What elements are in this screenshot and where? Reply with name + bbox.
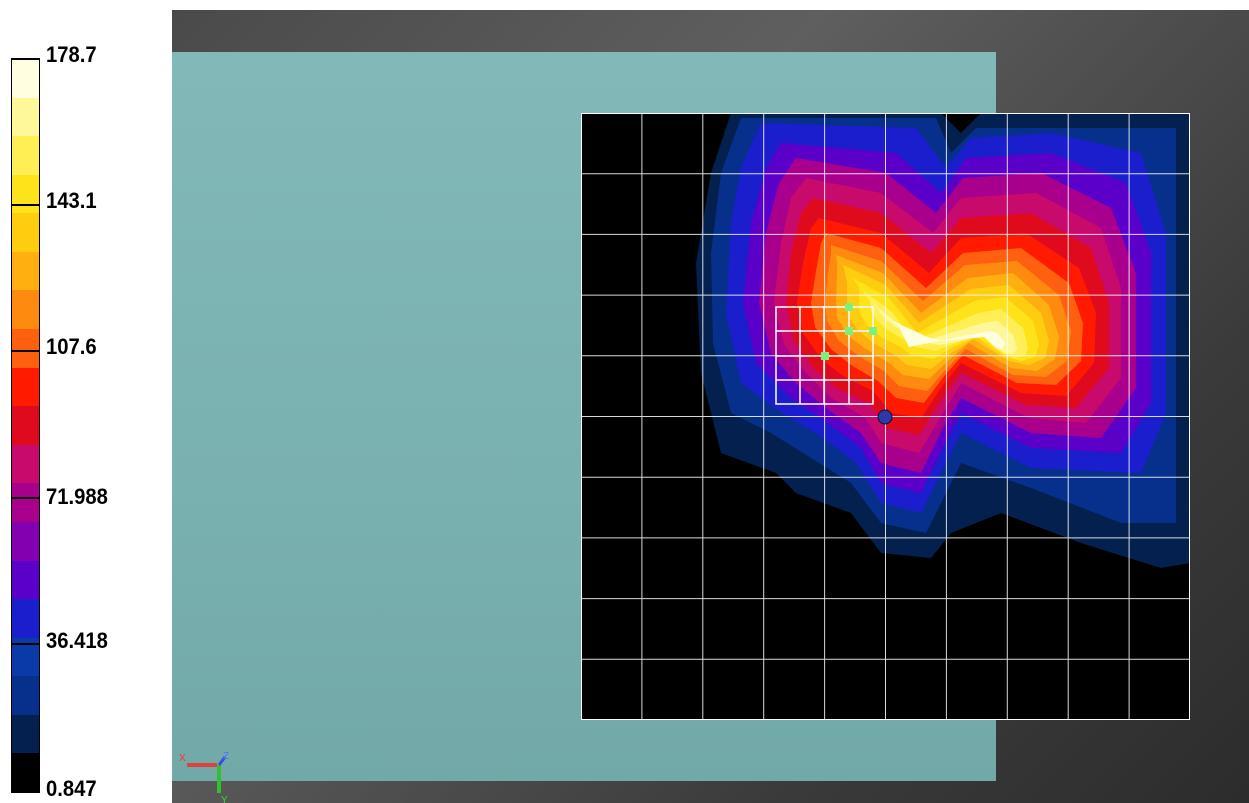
legend-label-max: 178.7 — [46, 42, 97, 67]
green-marker-4[interactable] — [821, 352, 829, 360]
legend-label-2: 143.1 — [46, 188, 97, 213]
legend-band — [12, 406, 39, 446]
legend-band — [12, 136, 39, 176]
heatmap-view[interactable] — [581, 113, 1190, 720]
legend-label-3: 107.6 — [46, 334, 97, 359]
color-legend: 178.7 143.1 107.6 71.988 36.418 0.847 — [0, 0, 172, 803]
legend-band — [12, 714, 39, 754]
legend-band — [12, 367, 39, 407]
selection-box[interactable] — [775, 306, 874, 405]
legend-band — [12, 59, 39, 99]
legend-band — [12, 560, 39, 600]
grid-lines — [581, 113, 1190, 720]
heatmap-border — [581, 113, 1190, 720]
blue-sphere-marker[interactable] — [877, 409, 893, 425]
legend-tick-max — [11, 58, 40, 60]
x-axis-label: X — [179, 753, 186, 764]
legend-band — [12, 329, 39, 369]
legend-band — [12, 97, 39, 137]
legend-tick-4 — [11, 497, 40, 499]
legend-band — [12, 290, 39, 330]
legend-band — [12, 444, 39, 484]
legend-band — [12, 753, 39, 793]
legend-tick-3 — [11, 350, 40, 352]
green-marker-1[interactable] — [845, 303, 853, 311]
legend-band — [12, 676, 39, 716]
legend-tick-5 — [11, 643, 40, 645]
green-marker-2[interactable] — [845, 327, 853, 335]
legend-tick-min — [11, 790, 40, 792]
axis-triad: X Y Z — [179, 751, 229, 803]
legend-band — [12, 521, 39, 562]
legend-band — [12, 174, 39, 214]
legend-label-4: 71.988 — [46, 484, 108, 509]
green-marker-3[interactable] — [869, 327, 877, 335]
3d-viewport[interactable]: X Y Z — [172, 10, 1249, 803]
legend-band — [12, 483, 39, 523]
legend-label-5: 36.418 — [46, 628, 108, 653]
z-axis-label: Z — [223, 751, 229, 762]
legend-color-bar — [11, 58, 40, 793]
y-axis-label: Y — [221, 795, 228, 803]
legend-band — [12, 213, 39, 253]
legend-tick-2 — [11, 204, 40, 206]
z-axis-arrow — [217, 756, 227, 766]
contour-level-16 — [885, 313, 1005, 349]
legend-band — [12, 599, 39, 639]
legend-label-min: 0.847 — [46, 776, 97, 801]
legend-band — [12, 251, 39, 291]
